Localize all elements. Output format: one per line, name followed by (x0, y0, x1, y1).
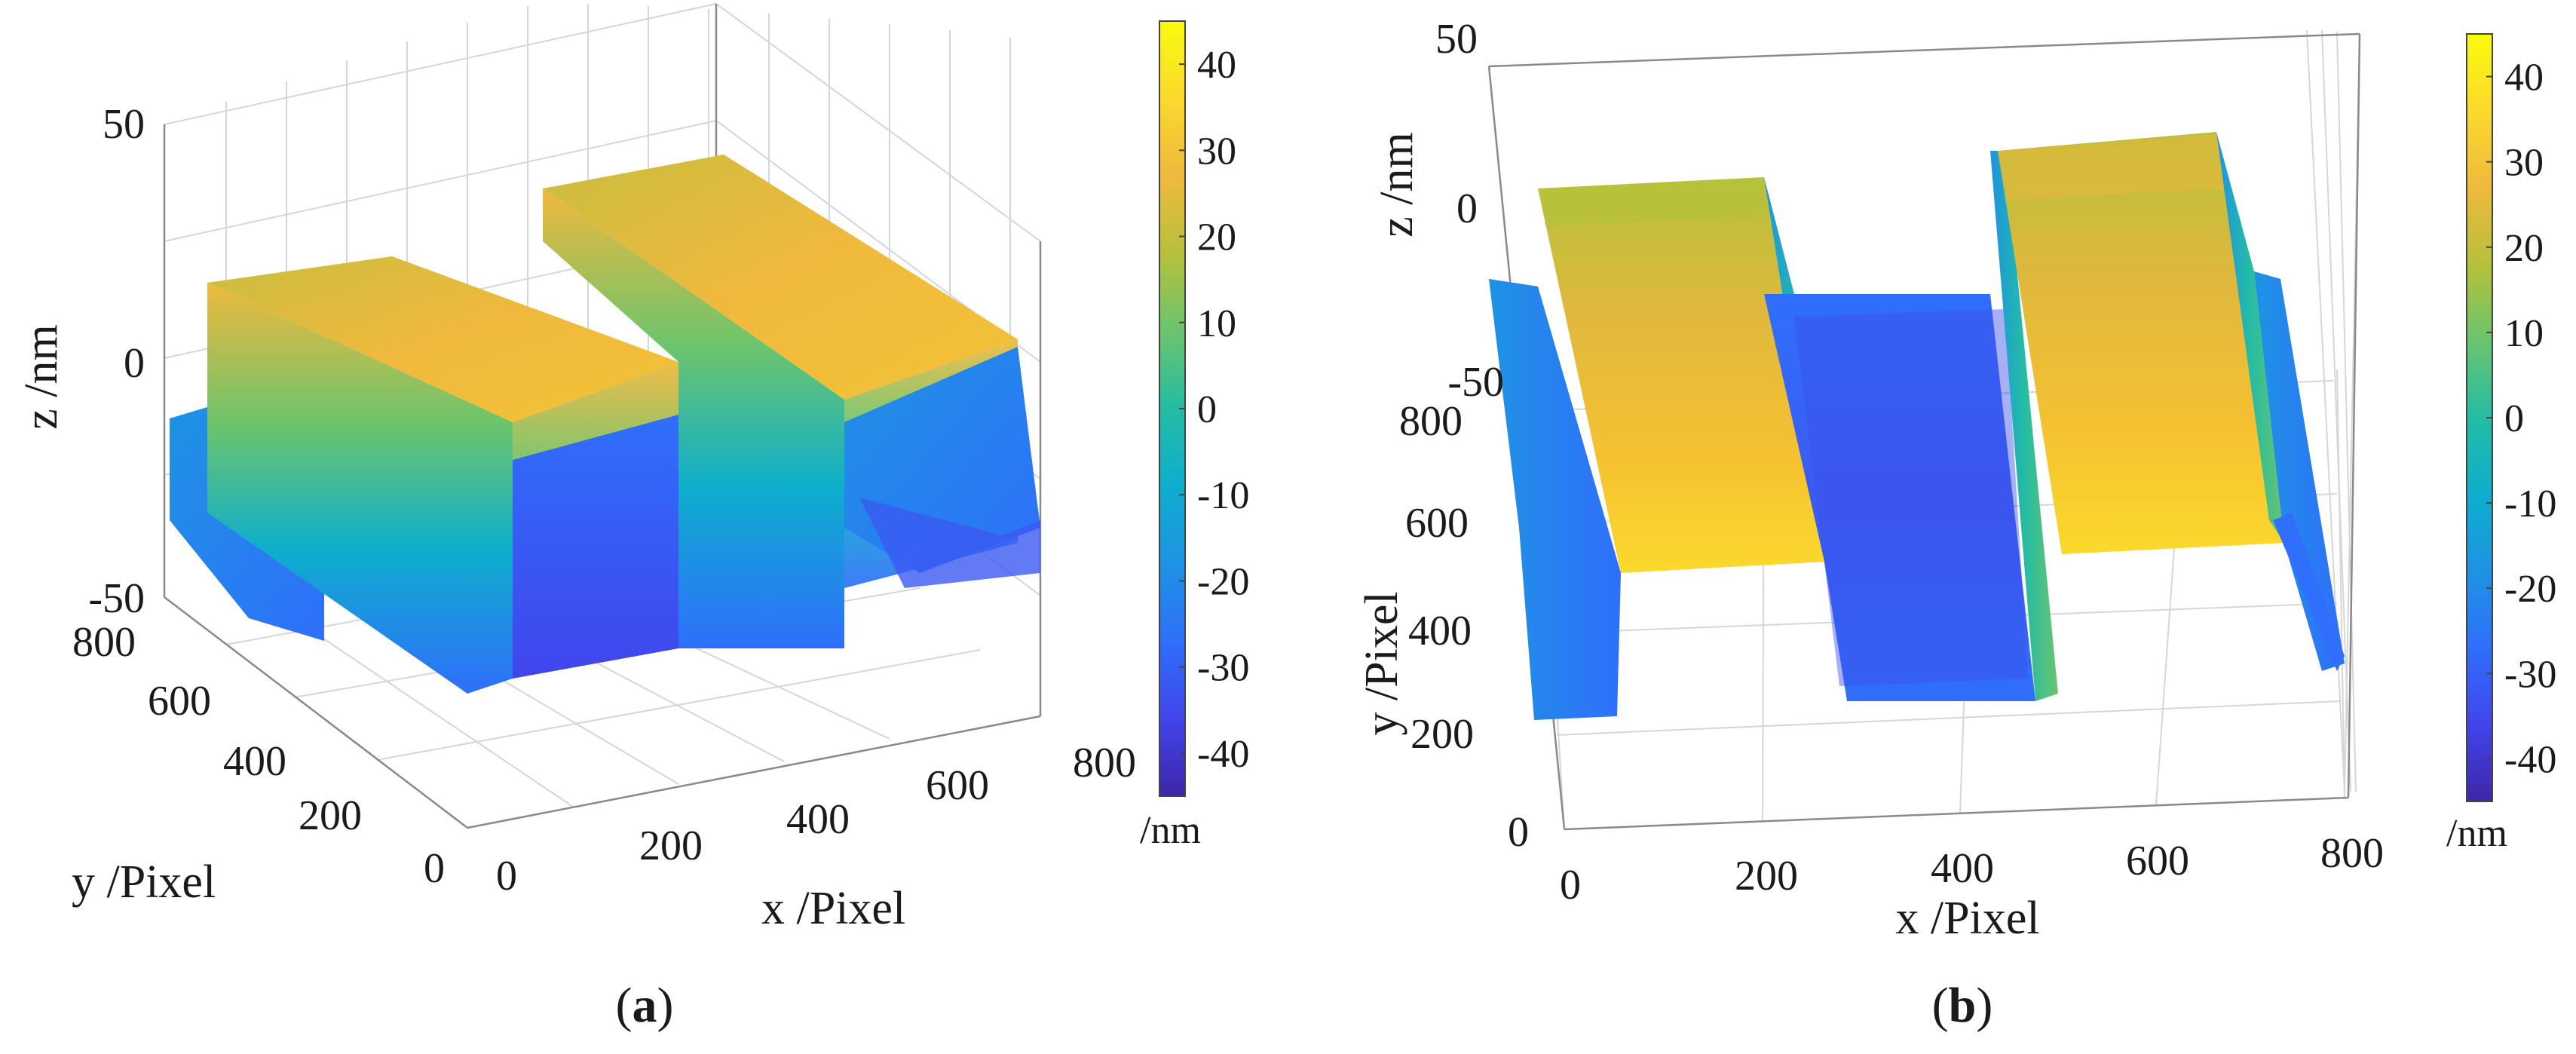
colorbar-tick-label: 30 (1197, 130, 1236, 173)
panel-a-x-tick-200: 200 (639, 823, 703, 869)
panel-b-x-ticks: 0 200 400 600 800 (1560, 830, 2384, 908)
colorbar-tick-label: -40 (2504, 738, 2556, 781)
panel-a-y-tick-600: 600 (148, 678, 211, 725)
panel-a-y-tick-200: 200 (299, 792, 362, 839)
panel-b-x-tick-600: 600 (2126, 838, 2189, 884)
panel-b-zlabel: z /nm (1371, 132, 1423, 237)
panel-b-x-tick-200: 200 (1735, 853, 1798, 899)
panel-a-xlabel: x /Pixel (761, 883, 905, 934)
panel-a-zlabel: z /nm (16, 324, 67, 429)
panel-a-label-open: ( (616, 978, 633, 1033)
panel-b-y-ticks: 800 600 400 200 0 (1399, 398, 1529, 856)
panel-a-z-tick-50: 50 (103, 101, 145, 148)
panel-a-z-tick-0: 0 (124, 340, 145, 387)
colorbar-tick-label: -40 (1197, 733, 1249, 776)
panel-b-x-tick-400: 400 (1931, 845, 1994, 892)
panel-a-colorbar-ticks: 40 30 20 10 0 -10 -20 -30 -40 (1179, 44, 1249, 776)
panel-a-y-ticks: 800 600 400 200 0 (72, 619, 445, 892)
colorbar-tick-label: 0 (1197, 388, 1217, 431)
panel-b-y-tick-800: 800 (1399, 398, 1463, 445)
panel-b-y-tick-400: 400 (1408, 608, 1472, 654)
colorbar-tick-label: 20 (1197, 216, 1236, 259)
panel-a-frame (163, 4, 1042, 829)
panel-b-ylabel: y /Pixel (1356, 591, 1407, 735)
panel-b-xlabel: x /Pixel (1895, 893, 2039, 944)
panel-a-x-tick-600: 600 (926, 762, 989, 809)
panel-b-z-tick-50: 50 (1435, 16, 1478, 63)
colorbar-tick-label: 40 (2504, 57, 2544, 100)
panel-b-y-tick-600: 600 (1405, 500, 1469, 547)
colorbar-tick-label: -30 (1197, 647, 1249, 690)
panel-b-y-tick-200: 200 (1411, 711, 1474, 758)
panel-a-z-ticks: 50 0 -50 (88, 101, 145, 622)
panel-b-label-close: ) (1976, 978, 1992, 1033)
panel-b: 50 0 -50 z /nm 800 600 400 200 0 y /Pixe… (1356, 16, 2556, 1033)
colorbar-tick-label: -10 (1197, 474, 1249, 517)
panel-b-x-tick-800: 800 (2320, 830, 2384, 877)
panel-a-y-tick-400: 400 (223, 738, 286, 785)
panel-a-x-tick-800: 800 (1073, 740, 1136, 786)
panel-b-surface (1489, 132, 2345, 720)
panel-a-y-tick-800: 800 (72, 619, 136, 666)
panel-b-label-letter: b (1949, 978, 1977, 1033)
colorbar-tick-label: -10 (2504, 483, 2556, 525)
panel-a-y-tick-0: 0 (424, 845, 445, 892)
panel-b-colorbar-ticks: 40 30 20 10 0 -10 -20 -30 -40 (2486, 57, 2556, 781)
panel-a-x-tick-0: 0 (496, 853, 517, 899)
panel-b-x-tick-0: 0 (1560, 862, 1581, 908)
panel-a-label-close: ) (657, 978, 674, 1033)
panel-b-z-tick-neg50: -50 (1447, 359, 1504, 406)
panel-b-y-tick-0: 0 (1508, 809, 1529, 856)
colorbar-tick-label: -20 (2504, 568, 2556, 611)
panel-b-z-tick-0: 0 (1456, 185, 1478, 232)
colorbar-tick-label: -20 (1197, 560, 1249, 603)
panel-a-ylabel: y /Pixel (72, 856, 216, 908)
panel-a: 50 0 -50 z /nm 800 600 400 200 0 y /Pixe… (16, 3, 1249, 1033)
panel-a-label: (a) (616, 978, 674, 1033)
panel-b-z-ticks: 50 0 -50 (1435, 16, 1504, 406)
colorbar-tick-label: 30 (2504, 142, 2544, 185)
panel-a-x-tick-400: 400 (786, 796, 850, 843)
panel-a-z-tick-neg50: -50 (88, 575, 145, 622)
colorbar-tick-label: 10 (1197, 302, 1236, 345)
panel-b-colorbar: 40 30 20 10 0 -10 -20 -30 -40 /nm (2446, 33, 2556, 855)
colorbar-tick-label: 10 (2504, 312, 2544, 355)
panel-a-x-ticks: 0 200 400 600 800 (496, 740, 1136, 899)
colorbar-tick-label: 0 (2504, 397, 2524, 440)
colorbar-tick-label: 20 (2504, 227, 2544, 270)
panel-b-label-open: ( (1932, 978, 1949, 1033)
panel-a-label-letter: a (633, 978, 657, 1033)
panel-a-colorbar-unit: /nm (1140, 809, 1201, 852)
colorbar-tick-label: 40 (1197, 44, 1236, 87)
colorbar-tick-label: -30 (2504, 653, 2556, 696)
panel-b-colorbar-unit: /nm (2446, 812, 2507, 855)
panel-a-surface (170, 155, 1040, 694)
panel-a-colorbar: 40 30 20 10 0 -10 -20 -30 -40 /nm (1140, 20, 1249, 852)
panel-b-label: (b) (1932, 978, 1993, 1033)
